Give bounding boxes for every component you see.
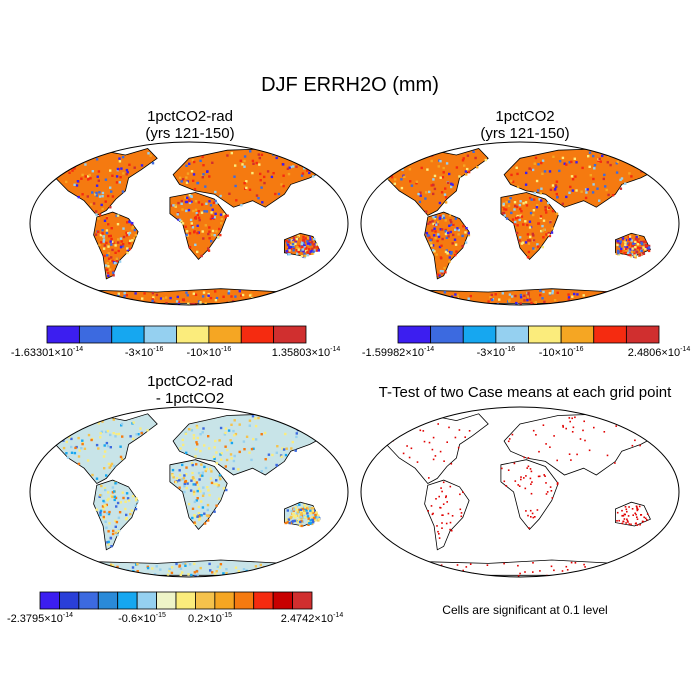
panel-1-colorbar-box-6 [208, 325, 242, 344]
panel-3-colorbar-label-2-mantissa: -0.6 [118, 613, 138, 625]
panel-2-map-border [360, 141, 680, 306]
panel-3-colorbar-label-4-exponent: -14 [333, 612, 344, 619]
panel-2-colorbar-box-4 [495, 325, 529, 344]
panel-3-colorbar-box-1 [39, 591, 60, 610]
panel-3-colorbar-label-2-exponent: -15 [155, 612, 166, 619]
panel-2-colorbar-box-7 [593, 325, 627, 344]
panel-2-colorbar-box-5 [528, 325, 562, 344]
panel-4-landmass-4 [500, 459, 559, 531]
significance-note: Cells are significant at 0.1 level [442, 603, 608, 617]
panel-1-title-line2: (yrs 121-150) [145, 125, 235, 142]
panel-2-colorbar-label-3-exponent: -16 [573, 346, 584, 353]
panel-2-colorbar-box-6 [560, 325, 595, 344]
panel-4-title-line1: T-Test of two Case means at each grid po… [378, 384, 672, 401]
panel-4-map [361, 407, 679, 577]
panel-1-colorbar [46, 325, 307, 344]
panel-2-colorbar-label-4-mantissa: 2.4806 [627, 347, 662, 359]
panel-3-colorbar-box-10 [214, 591, 235, 610]
panel-3-colorbar-label-3-mantissa: 0.2 [187, 613, 204, 625]
panel-3-colorbar-label-3: 0.2×10-15 [187, 612, 233, 625]
panel-1-colorbar-label-2: -3×10-16 [124, 346, 164, 359]
panel-4-map-border [360, 406, 680, 578]
panel-1-colorbar-label-1-exponent: -14 [72, 346, 84, 353]
panel-2-title-line2: (yrs 121-150) [480, 125, 570, 142]
panel-1-landmass-6 [44, 288, 337, 304]
panel-2-colorbar-box-1 [397, 325, 432, 344]
panel-1-colorbar-label-3-mantissa: -10 [186, 347, 203, 359]
panel-1-colorbar-label-3-exponent: -16 [221, 346, 232, 353]
panel-3-colorbar-box-3 [78, 591, 99, 610]
panel-3-colorbar-box-7 [156, 591, 177, 610]
panel-2-colorbar-label-2-exponent: -16 [505, 346, 516, 353]
panel-3-title: 1pctCO2-rad - 1pctCO2 [40, 373, 340, 407]
panel-3-landmass-6 [44, 559, 337, 576]
panel-1-colorbar-label-2-mantissa: -3 [124, 347, 135, 359]
panel-3-map [30, 407, 348, 577]
panel-3-colorbar-box-9 [195, 591, 216, 610]
panel-1-map [30, 142, 348, 305]
panel-3-colorbar-label-3-exponent: -15 [221, 612, 233, 619]
panel-1-colorbar-label-4-mantissa: 1.35803 [271, 347, 312, 359]
panel-1-colorbar-label-2-exponent: -16 [153, 346, 164, 353]
panel-3-colorbar-box-8 [175, 591, 196, 610]
panel-3-title-line1: 1pctCO2-rad [147, 373, 233, 390]
panel-3-colorbar [39, 591, 313, 610]
panel-2-colorbar-label-2-mantissa: -3 [476, 347, 487, 359]
panel-2-colorbar-box-3 [462, 325, 497, 344]
panel-3-colorbar-label-2: -0.6×10-15 [118, 612, 166, 625]
figure-title: DJF ERRH2O (mm) [261, 74, 439, 96]
panel-4-landmass-3 [503, 413, 668, 476]
panel-1-colorbar-box-3 [111, 325, 145, 344]
panel-3-colorbar-box-6 [136, 591, 157, 610]
panel-3-colorbar-label-1-mantissa: -2.3795 [6, 613, 45, 625]
panel-1-colorbar-box-4 [143, 325, 177, 344]
panel-2-colorbar [397, 325, 660, 344]
panel-2-cell-texture [374, 150, 660, 305]
panel-3-colorbar-label-1: -2.3795×10-14 [6, 612, 74, 625]
panel-1-colorbar-box-7 [240, 325, 275, 344]
panel-1-colorbar-label-4-exponent: -14 [330, 346, 341, 353]
panel-2-colorbar-label-4: 2.4806×10-14 [627, 346, 691, 359]
panel-3-colorbar-label-1-exponent: -14 [62, 612, 74, 619]
panel-1-colorbar-label-4: 1.35803×10-14 [271, 346, 341, 359]
panel-2-colorbar-label-1: -1.59982×10-14 [361, 346, 435, 359]
panel-3-colorbar-box-13 [272, 591, 293, 610]
panel-3-title-line2: - 1pctCO2 [155, 390, 225, 407]
panel-2-colorbar-label-3: -10×10-16 [538, 346, 584, 359]
panel-1-colorbar-label-3: -10×10-16 [186, 346, 232, 359]
panel-3-colorbar-box-5 [117, 591, 138, 610]
panel-3-colorbar-box-14 [292, 591, 313, 610]
panel-1-title: 1pctCO2-rad (yrs 121-150) [40, 108, 340, 142]
panel-2-colorbar-label-3-mantissa: -10 [538, 347, 555, 359]
panel-2-title: 1pctCO2 (yrs 121-150) [375, 108, 675, 142]
panel-3-colorbar-box-12 [253, 591, 274, 610]
panel-3-colorbar-label-4-mantissa: 2.4742 [280, 613, 315, 625]
panel-3-colorbar-box-4 [97, 591, 119, 610]
panel-1-title-line1: 1pctCO2-rad [147, 108, 233, 125]
panel-4-landmass-2 [424, 479, 470, 551]
panel-4-landmass-5 [615, 501, 651, 527]
panel-3-colorbar-box-11 [233, 591, 255, 610]
panel-3-colorbar-label-4: 2.4742×10-14 [280, 612, 344, 625]
panel-4-title: T-Test of two Case means at each grid po… [360, 384, 690, 401]
panel-1-colorbar-box-8 [273, 325, 307, 344]
panel-2-title-line1: 1pctCO2 [495, 108, 555, 125]
panel-2-colorbar-label-4-exponent: -14 [680, 346, 691, 353]
panel-2-colorbar-label-1-exponent: -14 [423, 346, 435, 353]
panel-1-colorbar-box-1 [46, 325, 80, 344]
panel-1-colorbar-label-1-mantissa: -1.63301 [10, 347, 55, 359]
panel-2-colorbar-box-8 [625, 325, 660, 344]
panel-2-map [361, 142, 679, 305]
panel-1-map-border [29, 141, 349, 306]
panel-1-colorbar-box-2 [78, 325, 113, 344]
panel-2-colorbar-box-2 [430, 325, 464, 344]
panel-3-colorbar-box-2 [59, 591, 80, 610]
panel-3-map-border [29, 406, 349, 578]
panel-1-colorbar-box-5 [176, 325, 210, 344]
panel-2-colorbar-label-2: -3×10-16 [476, 346, 516, 359]
panel-2-colorbar-label-1-mantissa: -1.59982 [361, 347, 406, 359]
panel-1-colorbar-label-1: -1.63301×10-14 [10, 346, 84, 359]
panel-4-landmass-6 [375, 559, 668, 576]
